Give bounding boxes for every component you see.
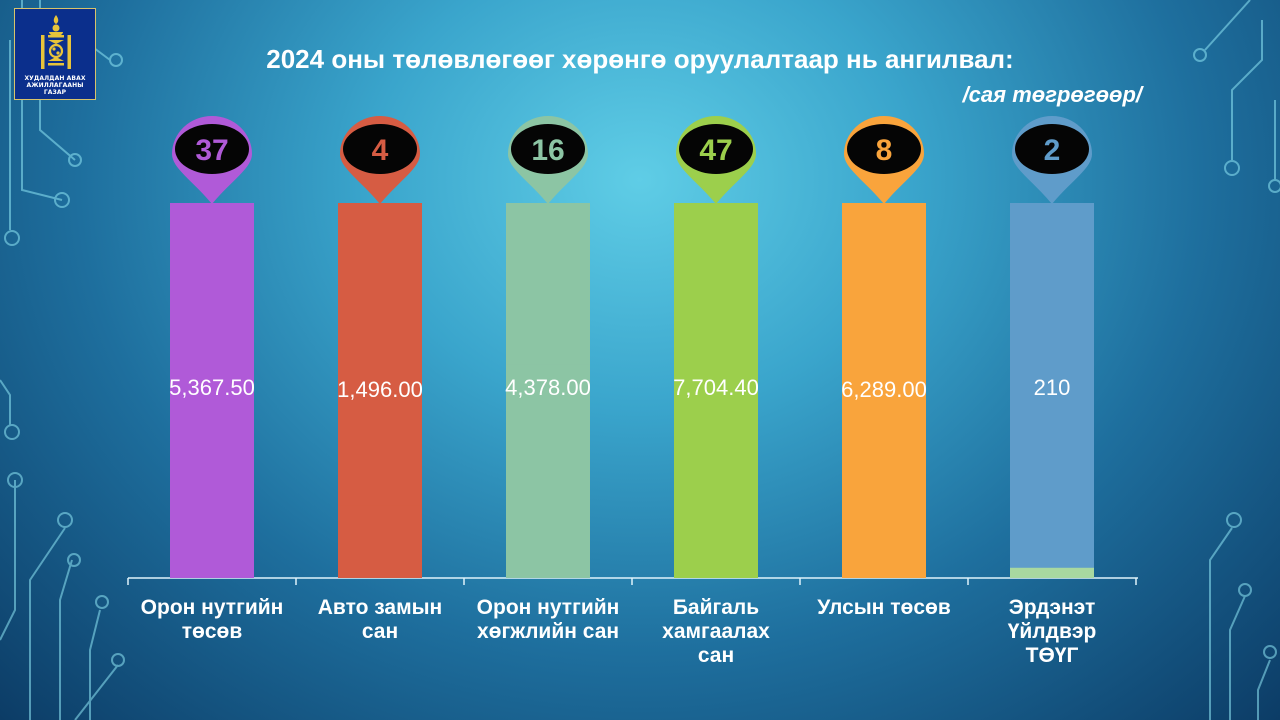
count-label: 2 xyxy=(1044,134,1061,167)
count-label: 8 xyxy=(876,134,893,167)
category-label-line: Эрдэнэт xyxy=(1008,596,1096,619)
logo-text-line2: АЖИЛЛАГААНЫ ГАЗАР xyxy=(26,82,84,96)
chart-title: 2024 оны төлөвлөгөөг хөрөнгө оруулалтаар… xyxy=(266,44,1014,74)
data-bar xyxy=(170,316,254,578)
category-label-line: Орон нутгийн xyxy=(476,596,620,619)
data-label: 7,704.40 xyxy=(673,375,759,400)
data-bar xyxy=(506,364,590,578)
category-label-line: Улсын төсөв xyxy=(817,596,951,619)
count-marker-center xyxy=(679,124,753,174)
category-label-line: сан xyxy=(697,644,735,667)
category-label-line: хөгжлийн сан xyxy=(476,620,620,643)
category-label: Авто замын сан xyxy=(295,596,465,644)
chart-subtitle: /сая төгрөгөөр/ xyxy=(962,82,1142,107)
organization-logo: ХУДАЛДАН АВАХ АЖИЛЛАГААНЫ ГАЗАР xyxy=(14,8,96,100)
category-label: Орон нутгийн төсөв xyxy=(127,596,297,644)
category-label-line: ТӨҮГ xyxy=(1025,644,1079,667)
data-label: 1,496.00 xyxy=(337,377,423,402)
data-bar xyxy=(842,271,926,578)
logo-text-line1: ХУДАЛДАН АВАХ xyxy=(24,75,86,82)
data-bar xyxy=(674,203,758,578)
category-label-line: Орон нутгийн xyxy=(140,596,284,619)
count-marker-center xyxy=(343,124,417,174)
soyombo-emblem-icon xyxy=(41,15,71,69)
count-marker-center xyxy=(511,124,585,174)
category-label-line: Авто замын xyxy=(317,596,443,619)
category-label: Орон нутгийн хөгжлийн сан xyxy=(463,596,633,644)
count-marker-center xyxy=(847,124,921,174)
count-label: 4 xyxy=(372,134,389,167)
category-label: Улсын төсөв xyxy=(799,596,969,620)
count-marker-center xyxy=(1015,124,1089,174)
count-marker-center xyxy=(175,124,249,174)
count-label: 16 xyxy=(531,134,564,167)
category-label: Эрдэнэт Үйлдвэр ТӨҮГ xyxy=(967,596,1137,668)
data-label: 4,378.00 xyxy=(505,375,591,400)
category-label-line: төсөв xyxy=(181,620,243,643)
data-bar xyxy=(338,505,422,578)
category-label-line: сан xyxy=(361,620,399,643)
category-column xyxy=(1010,203,1094,578)
category-label-line: Байгаль xyxy=(672,596,760,619)
data-bar xyxy=(1010,567,1094,578)
category-label-line: хамгаалах xyxy=(662,620,770,643)
data-label: 6,289.00 xyxy=(841,377,927,402)
count-label: 37 xyxy=(195,134,228,167)
category-label-line: Үйлдвэр xyxy=(1007,620,1097,643)
category-label: Байгаль хамгаалах сан xyxy=(631,596,801,668)
count-label: 47 xyxy=(699,134,732,167)
data-label: 5,367.50 xyxy=(169,375,255,400)
data-label: 210 xyxy=(1034,375,1071,400)
